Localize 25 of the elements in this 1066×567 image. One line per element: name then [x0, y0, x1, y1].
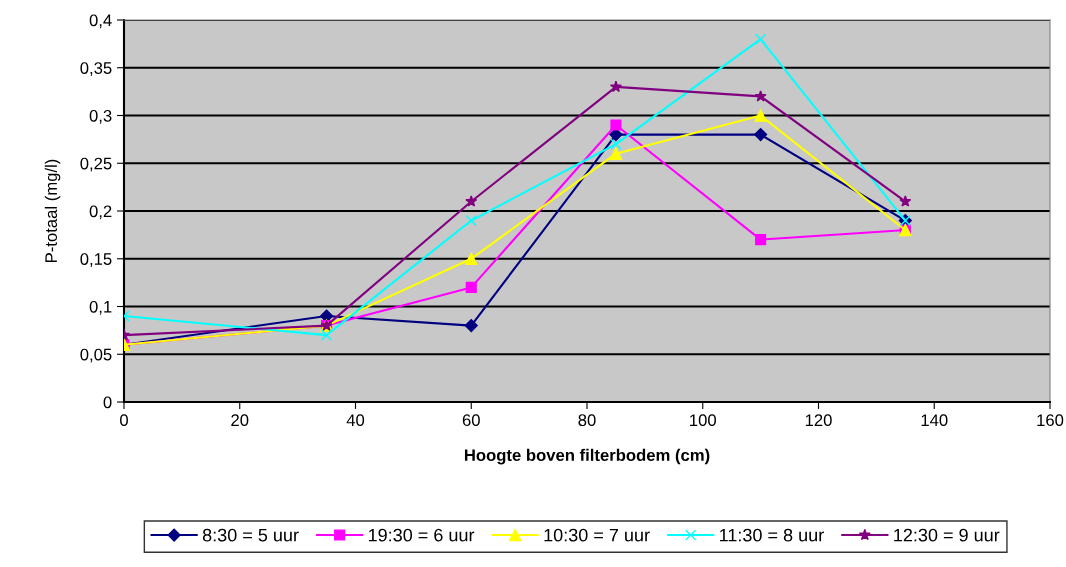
- y-tick-label: 0,05: [80, 348, 112, 363]
- y-tick-label: 0,35: [80, 62, 112, 76]
- x-tick-label: 120: [805, 414, 832, 427]
- legend-label: 8:30 = 5 uur: [202, 528, 299, 542]
- legend-label: 11:30 = 8 uur: [720, 528, 824, 542]
- y-tick-label: 0,3: [89, 109, 112, 124]
- legend-label: 12:30 = 9 uur: [894, 528, 1000, 542]
- x-tick-label: 80: [578, 414, 596, 427]
- x-tick-label: 0: [120, 414, 128, 427]
- legend-label: 10:30 = 7 uur: [544, 528, 650, 542]
- y-tick-label: 0,15: [80, 253, 112, 267]
- y-tick-label: 0: [103, 396, 112, 409]
- x-axis-title: Hoogte boven filterbodem (cm): [464, 448, 710, 465]
- x-tick-label: 60: [462, 414, 480, 427]
- x-tick-label: 20: [231, 414, 249, 427]
- legend-label: 19:30 = 6 uur: [368, 528, 475, 542]
- y-tick-label: 0,2: [89, 205, 112, 220]
- y-axis-title: P-totaal (mg/l): [44, 159, 61, 262]
- y-tick-label: 0,25: [80, 157, 112, 172]
- x-tick-label: 160: [1037, 414, 1064, 427]
- x-tick-label: 140: [921, 414, 948, 427]
- y-tick-label: 0,1: [89, 300, 112, 315]
- y-tick-label: 0,4: [89, 14, 112, 29]
- x-tick-label: 100: [690, 414, 716, 427]
- x-tick-label: 40: [346, 414, 365, 427]
